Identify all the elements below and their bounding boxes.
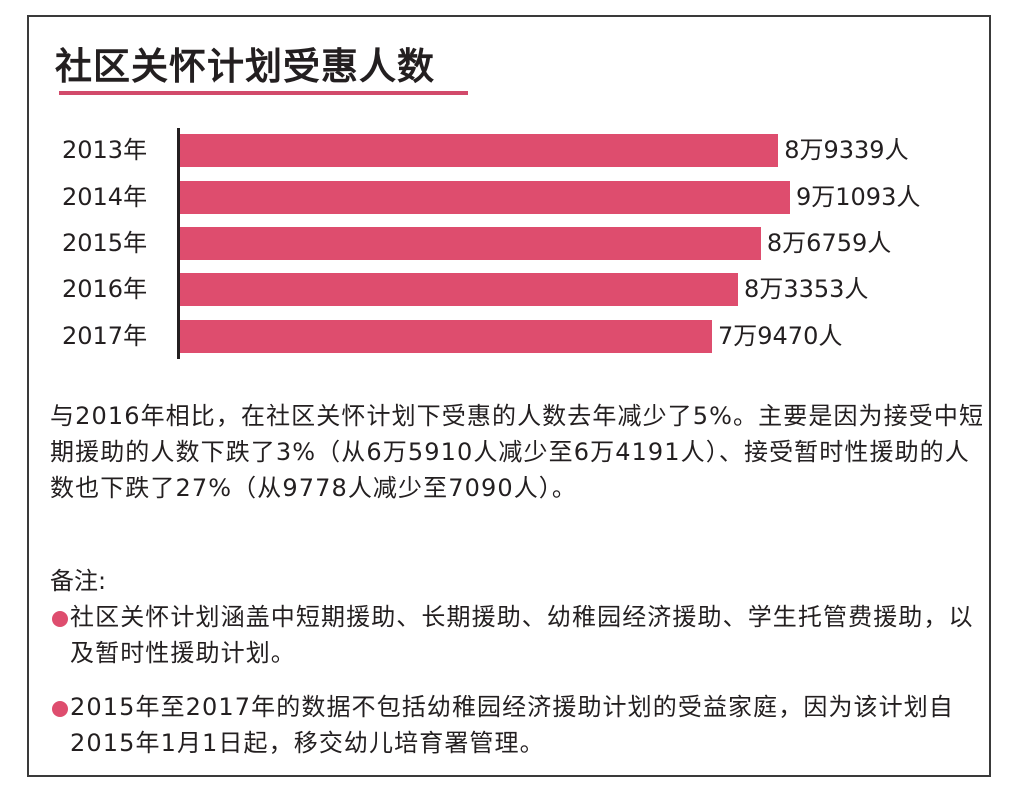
bar	[180, 181, 790, 214]
value-label: 9万1093人	[796, 183, 921, 211]
value-label: 8万3353人	[744, 275, 869, 303]
bar	[180, 273, 739, 306]
value-label: 8万9339人	[784, 136, 909, 164]
bullet-dot-icon	[52, 701, 68, 717]
bar	[180, 320, 712, 353]
bar	[180, 134, 779, 167]
bar	[180, 227, 761, 260]
summary-paragraph: 与2016年相比，在社区关怀计划下受惠的人数去年减少了5%。主要是因为接受中短期…	[50, 402, 985, 502]
value-label: 7万9470人	[718, 322, 843, 350]
note-text: 2015年至2017年的数据不包括幼稚园经济援助计划的受益家庭，因为该计划自20…	[70, 693, 954, 757]
year-label: 2015年	[62, 229, 148, 257]
bullet-dot-icon	[52, 611, 68, 627]
value-label: 8万6759人	[766, 229, 892, 257]
note-item: 2015年至2017年的数据不包括幼稚园经济援助计划的受益家庭，因为该计划自20…	[50, 689, 985, 761]
year-label: 2014年	[62, 183, 148, 211]
y-axis-line	[177, 128, 180, 359]
note-text: 社区关怀计划涵盖中短期援助、长期援助、幼稚园经济援助、学生托管费援助，以及暂时性…	[70, 603, 974, 667]
bar-chart: 2013年 8万9339人 2014年 9万1093人 2015年 8万6759人 2016…	[0, 0, 1013, 380]
year-label: 2016年	[62, 275, 148, 303]
year-label: 2013年	[62, 136, 148, 164]
infographic-frame	[27, 15, 991, 777]
notes-heading: 备注:	[50, 567, 107, 595]
title-underline	[59, 91, 468, 95]
year-label: 2017年	[62, 322, 148, 350]
note-item: 社区关怀计划涵盖中短期援助、长期援助、幼稚园经济援助、学生托管费援助，以及暂时性…	[50, 599, 985, 671]
chart-title: 社区关怀计划受惠人数	[55, 45, 435, 88]
